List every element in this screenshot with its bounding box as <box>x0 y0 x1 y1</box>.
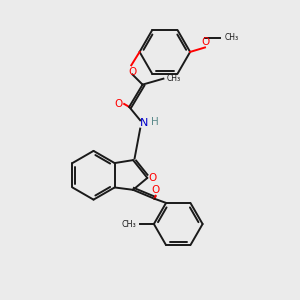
Text: O: O <box>115 99 123 109</box>
Text: CH₃: CH₃ <box>224 33 239 42</box>
Text: O: O <box>148 173 157 183</box>
Text: O: O <box>201 37 209 47</box>
Text: O: O <box>152 185 160 195</box>
Text: CH₃: CH₃ <box>167 74 181 82</box>
Text: N: N <box>140 118 148 128</box>
Text: O: O <box>128 67 136 77</box>
Text: CH₃: CH₃ <box>122 220 136 229</box>
Text: H: H <box>151 117 158 127</box>
